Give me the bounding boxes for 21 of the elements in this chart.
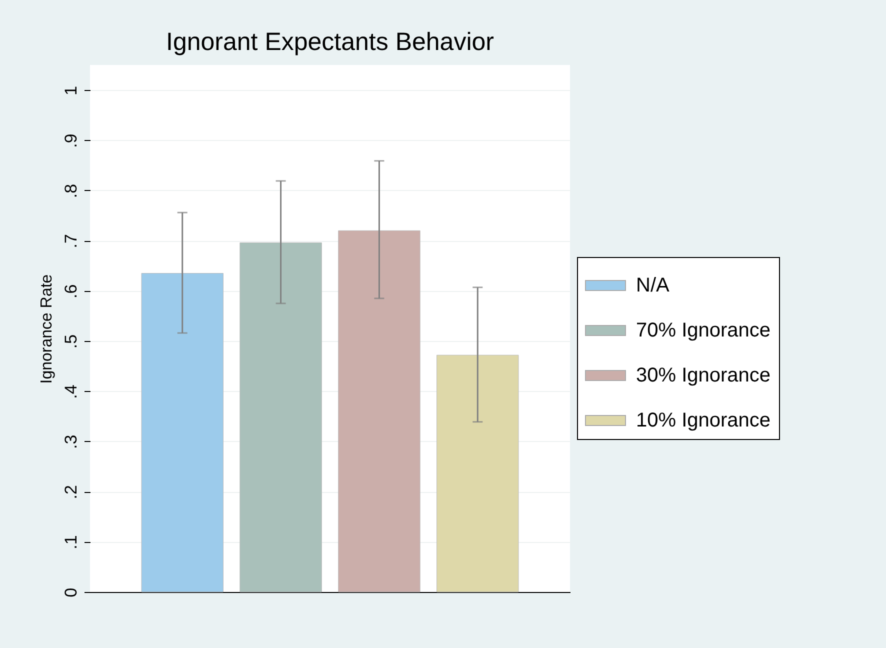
y-tick-label: .4 [62, 384, 80, 399]
y-tick-label: .7 [62, 234, 80, 248]
y-tick-label: 0 [62, 588, 80, 598]
y-tick-label: .2 [62, 485, 80, 500]
bar [240, 242, 322, 592]
chart-title: Ignorant Expectants Behavior [166, 28, 494, 56]
y-tick-label: .5 [62, 334, 80, 349]
legend-label: 30% Ignorance [636, 364, 771, 386]
y-tick-label: 1 [62, 86, 80, 96]
y-tick-label: .9 [62, 134, 80, 148]
y-axis-title: Ignorance Rate [38, 274, 56, 384]
y-tick-label: .8 [62, 184, 80, 198]
y-tick-label: .1 [62, 535, 80, 550]
y-tick-label: .3 [62, 434, 80, 450]
legend-label: 70% Ignorance [636, 320, 771, 342]
bar [141, 273, 224, 592]
legend-label: 10% Ignorance [636, 410, 771, 432]
bar [436, 354, 519, 592]
bar [338, 230, 420, 592]
legend-label: N/A [636, 274, 670, 296]
y-tick-label: .6 [62, 284, 80, 298]
